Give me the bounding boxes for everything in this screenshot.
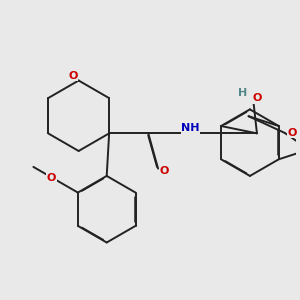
Text: H: H (238, 88, 247, 98)
Text: O: O (47, 173, 56, 183)
Text: O: O (252, 93, 262, 103)
Text: O: O (68, 70, 77, 81)
Text: NH: NH (181, 124, 200, 134)
Text: O: O (288, 128, 297, 138)
Text: O: O (160, 166, 169, 176)
